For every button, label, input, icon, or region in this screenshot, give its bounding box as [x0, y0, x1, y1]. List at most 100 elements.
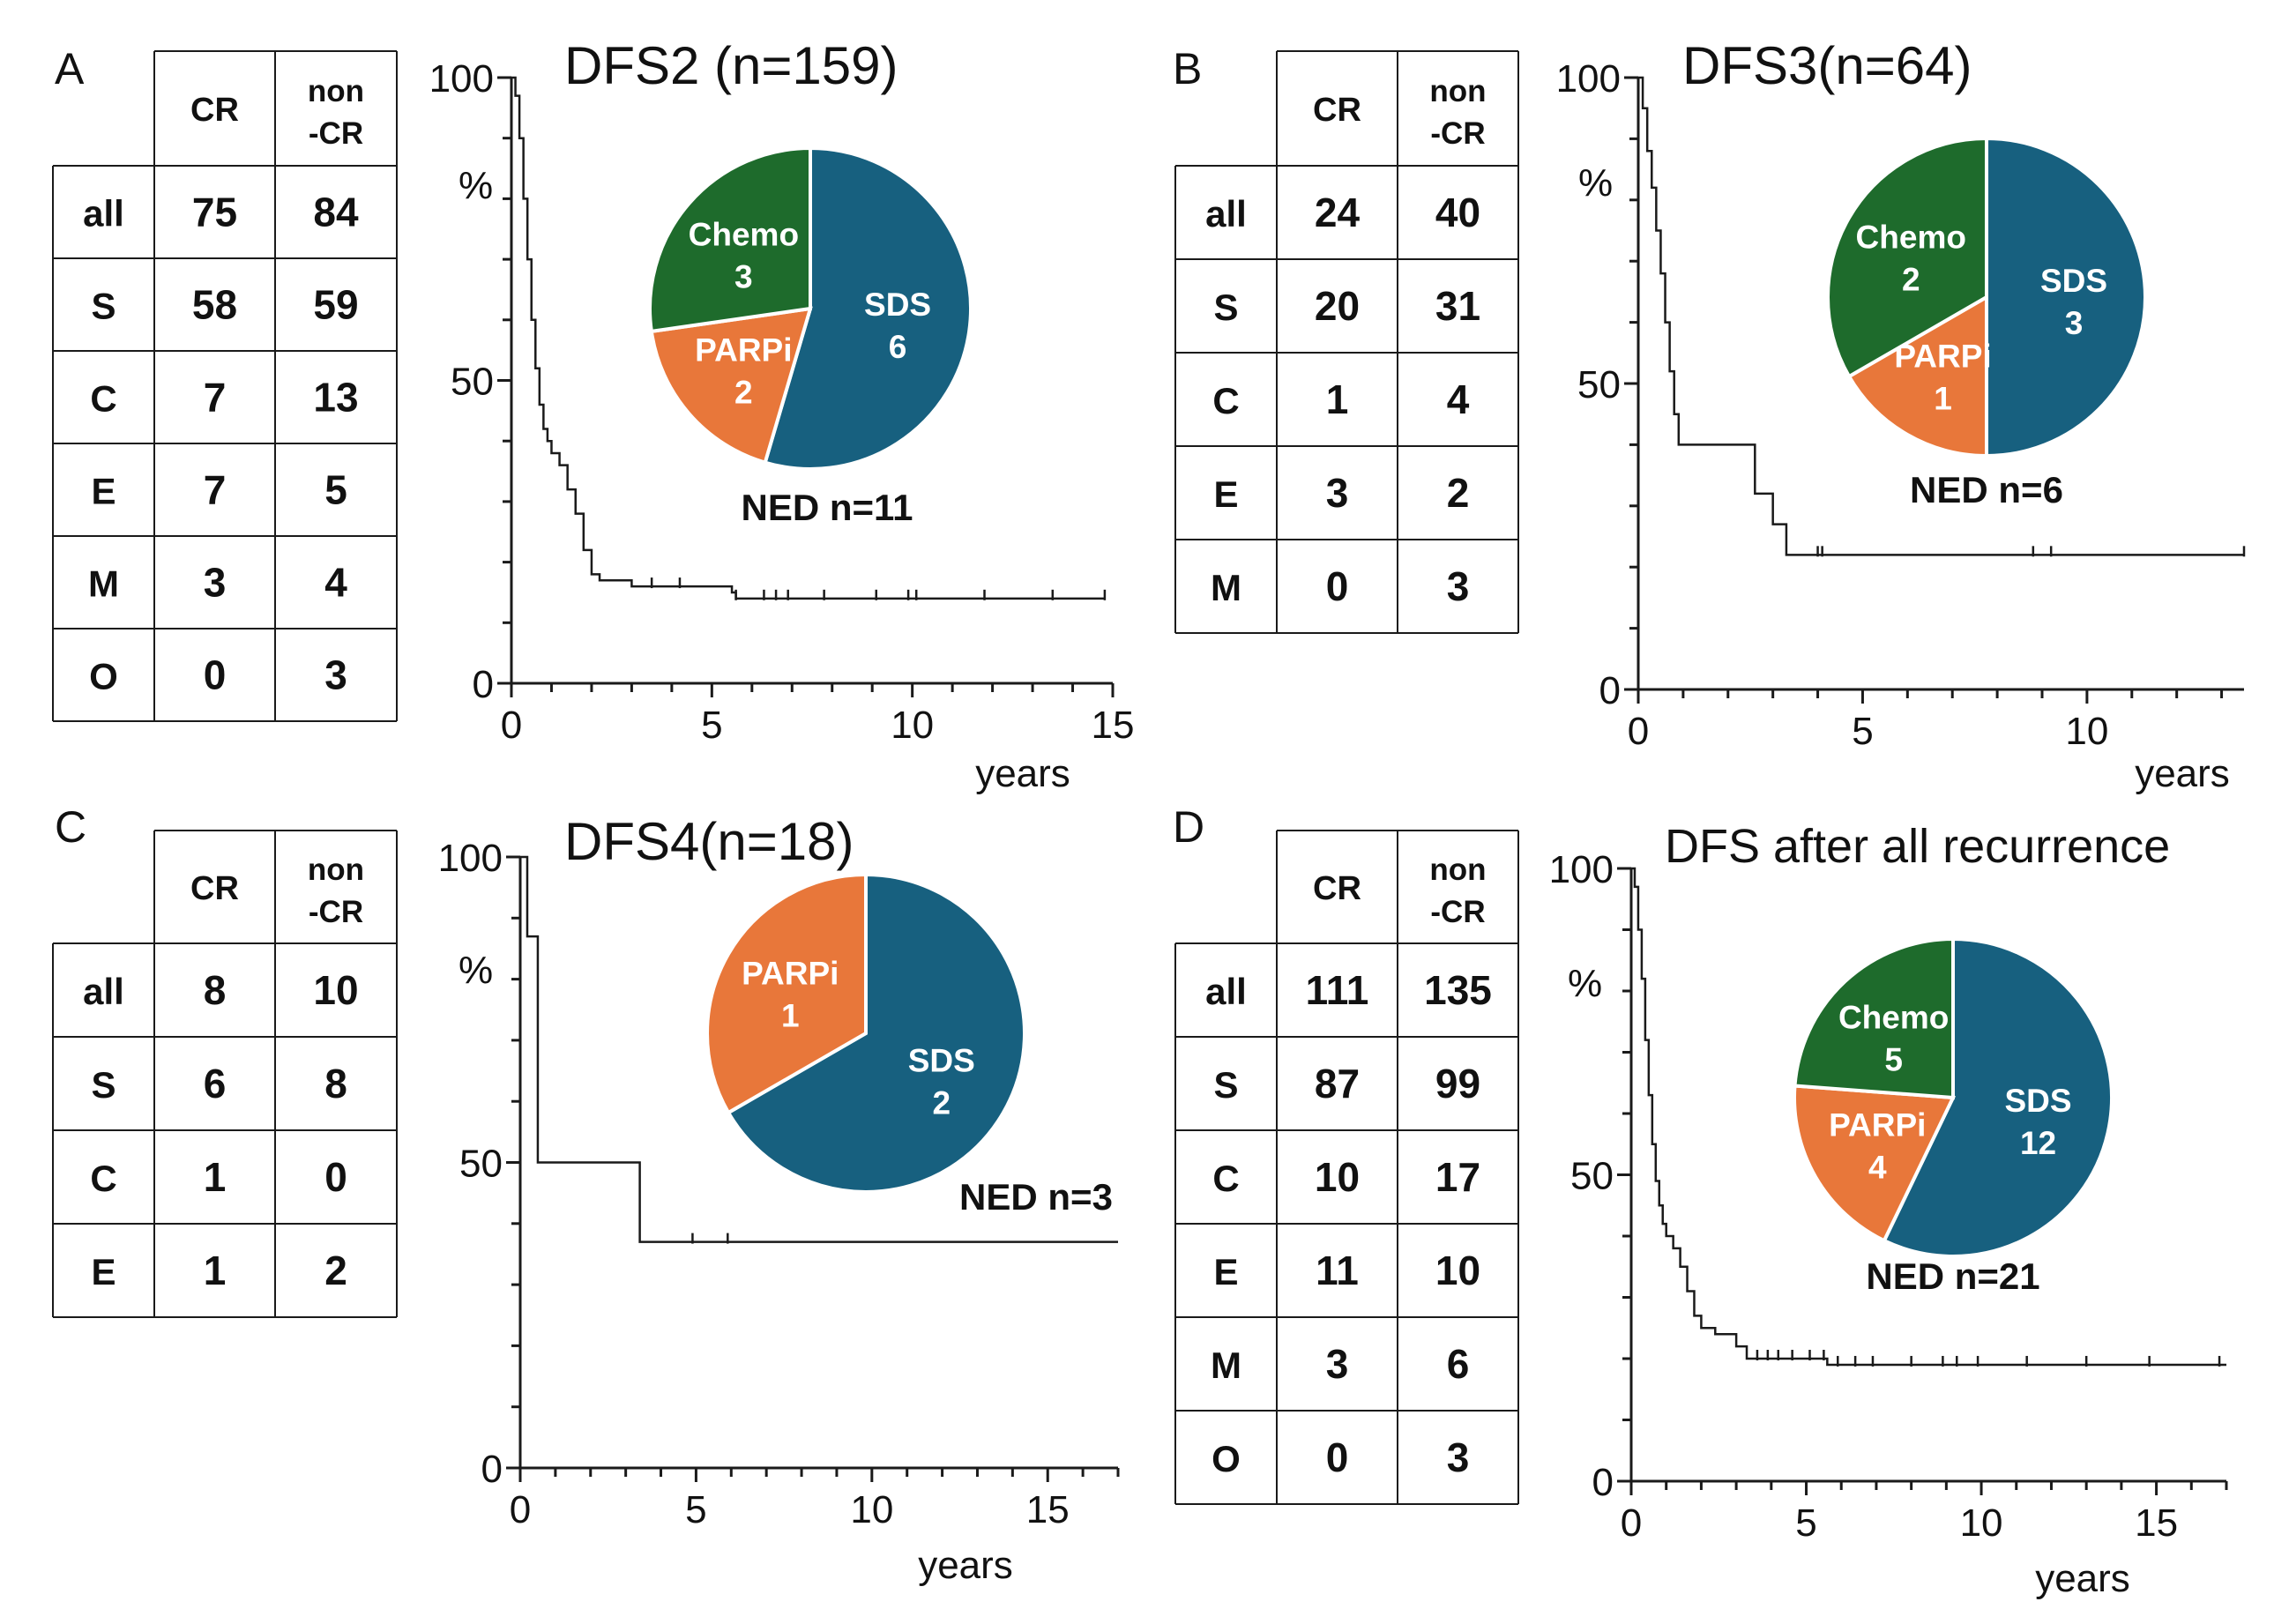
cell-non-cr: 10: [313, 967, 358, 1013]
cell-cr: 58: [192, 282, 237, 328]
pie-caption: NED n=6: [1910, 469, 2063, 510]
table-row: all 24 40: [1205, 190, 1480, 235]
row-label: all: [1205, 193, 1247, 235]
cell-cr: 20: [1315, 283, 1360, 329]
chart-title: DFS2 (n=159): [564, 36, 898, 95]
cell-cr: 10: [1315, 1154, 1360, 1200]
km-plot: DFS2 (n=159) 0 50 100 0 5 10 15% years SDS 6 PARPi 2…: [429, 36, 1135, 795]
row-label: S: [1213, 287, 1238, 328]
cell-non-cr: 3: [1447, 563, 1470, 609]
y-tick-label: 50: [1577, 363, 1621, 406]
pie-slice-parpi: [649, 306, 813, 466]
km-plot: DFS4(n=18) 0 50 100 0 5 10 15% years SDS 2 PARPi 1 NE…: [438, 812, 1120, 1587]
cell-cr: 3: [1326, 1341, 1349, 1387]
pie-label-sds: SDS: [2004, 1083, 2071, 1119]
table-header-cr: CR: [190, 870, 239, 907]
pie-label-sds: SDS: [908, 1043, 975, 1079]
cell-cr: 3: [1326, 470, 1349, 516]
cell-non-cr: 3: [324, 652, 347, 698]
y-tick-label: 0: [1599, 669, 1621, 712]
pie-value-chemo: 5: [1884, 1041, 1903, 1077]
cell-non-cr: 99: [1435, 1061, 1480, 1106]
row-label: E: [1213, 473, 1238, 515]
chart-title: DFS after all recurrence: [1665, 820, 2170, 873]
row-label: C: [1212, 1158, 1239, 1199]
table-header-non-cr: non -CR: [1429, 74, 1486, 151]
x-axis-label: years: [975, 752, 1070, 795]
pie-label-sds: SDS: [864, 287, 931, 323]
y-tick-label: 100: [429, 57, 494, 101]
pie-chart: SDS 3 PARPi 1 Chemo 2 NED n=6: [1826, 136, 2147, 510]
pie-chart: SDS 12 PARPi 4 Chemo 5 NED n=21: [1793, 936, 2114, 1297]
x-tick-label: 5: [701, 704, 722, 747]
table-header-cr: CR: [1313, 870, 1361, 907]
cell-non-cr: 3: [1447, 1434, 1470, 1480]
pie-label-chemo: Chemo: [1856, 220, 1966, 256]
table-header-line: non: [308, 853, 364, 887]
table-row: C 10 17: [1212, 1154, 1480, 1200]
pie-value-sds: 12: [2020, 1125, 2056, 1161]
x-tick-label: 0: [501, 704, 522, 747]
pie-chart: SDS 2 PARPi 1 NED n=3: [705, 872, 1113, 1218]
cell-cr: 75: [192, 190, 237, 235]
y-tick-label: 50: [451, 361, 494, 404]
y-tick-label: 0: [1592, 1461, 1614, 1504]
cell-cr: 87: [1315, 1061, 1360, 1106]
pie-slice-chemo: [1793, 936, 1955, 1100]
table-header-line: -CR: [1430, 116, 1485, 151]
cell-non-cr: 135: [1424, 967, 1492, 1013]
km-survival-curve: [511, 76, 1105, 600]
x-tick-label: 15: [2135, 1501, 2178, 1545]
table-row: O 0 3: [89, 652, 347, 698]
x-axis-label: years: [918, 1544, 1013, 1587]
km-plot: DFS3(n=64) 0 50 100 0 5 10% years SDS 3 PARPi 1 Chem…: [1556, 36, 2246, 795]
x-tick-label: 10: [850, 1488, 893, 1531]
cell-non-cr: 2: [324, 1248, 347, 1293]
km-survival-curve: [1638, 76, 2244, 556]
km-plot: DFS after all recurrence 0 50 100 0 5 10 15% yea…: [1549, 820, 2228, 1600]
table-header-line: non: [1429, 853, 1486, 887]
cell-non-cr: 31: [1435, 283, 1480, 329]
table-row: C 1 0: [90, 1154, 347, 1200]
table-row: E 11 10: [1213, 1248, 1480, 1293]
cell-non-cr: 17: [1435, 1154, 1480, 1200]
cell-cr: 11: [1316, 1248, 1359, 1293]
table-header-non-cr: non -CR: [308, 74, 364, 151]
pie-slice-sds: [1882, 936, 2114, 1258]
table-header-line: non: [1429, 74, 1486, 108]
pie-value-parpi: 4: [1868, 1150, 1887, 1186]
panel-letter: A: [55, 44, 85, 93]
row-label: M: [1211, 567, 1241, 608]
pie-value-parpi: 1: [1934, 381, 1952, 417]
cell-cr: 8: [204, 967, 227, 1013]
pie-value-chemo: 3: [734, 258, 753, 294]
x-tick-label: 5: [1795, 1501, 1816, 1545]
x-axis-label: years: [2135, 752, 2230, 795]
row-label: E: [91, 1251, 116, 1292]
table-header-line: non: [308, 74, 364, 108]
cell-cr: 7: [204, 467, 227, 513]
row-label: C: [1212, 380, 1239, 421]
y-axis-label: %: [459, 949, 493, 992]
y-tick-label: 100: [438, 837, 503, 880]
pie-label-parpi: PARPi: [1894, 339, 1991, 375]
pie-chart: SDS 6 PARPi 2 Chemo 3 NED n=11: [648, 145, 973, 528]
table-row: M 3 6: [1211, 1341, 1469, 1387]
row-label: all: [83, 193, 124, 235]
table-header-line: -CR: [1430, 895, 1485, 929]
cell-non-cr: 4: [324, 560, 347, 606]
x-tick-label: 10: [2065, 710, 2108, 753]
row-label: M: [1211, 1345, 1241, 1386]
pie-value-sds: 6: [889, 329, 907, 365]
pie-label-chemo: Chemo: [689, 216, 799, 252]
cell-cr: 7: [204, 375, 227, 421]
cell-cr: 3: [204, 560, 227, 606]
cell-non-cr: 6: [1447, 1341, 1470, 1387]
cell-cr: 1: [204, 1154, 227, 1200]
table-header-cr: CR: [1313, 92, 1361, 129]
y-tick-label: 100: [1549, 848, 1614, 891]
y-axis-label: %: [1578, 161, 1613, 205]
